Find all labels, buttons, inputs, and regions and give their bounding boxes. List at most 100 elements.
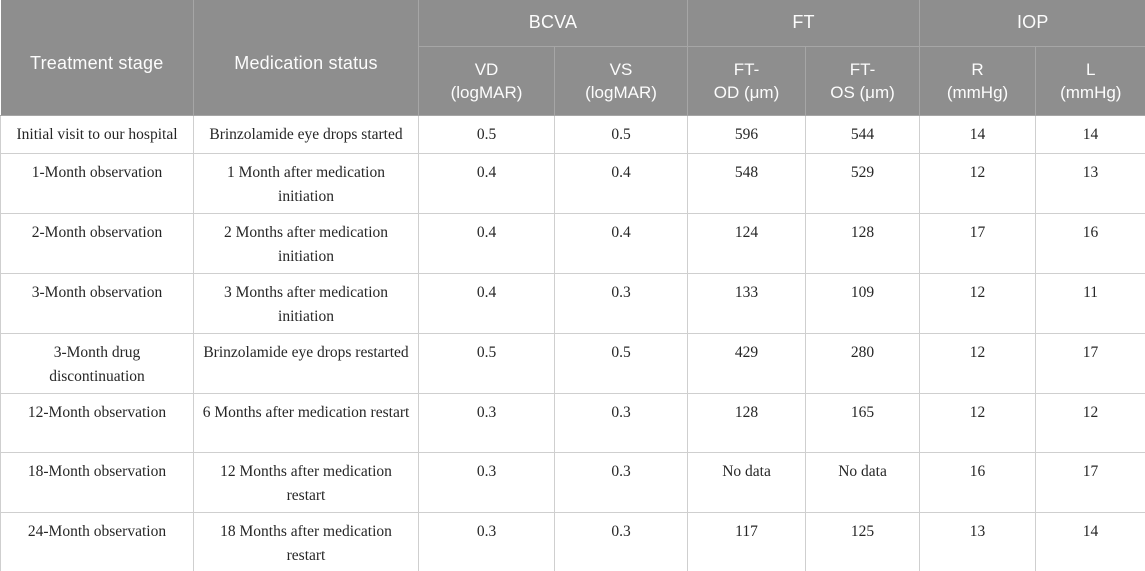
- col-header-vd-line1: VD: [474, 59, 499, 79]
- cell-bcva-vs: 0.3: [553, 451, 689, 513]
- cell-iop-r: 17: [919, 212, 1037, 274]
- col-group-iop: IOP: [919, 0, 1145, 47]
- cell-iop-l: 14: [1035, 114, 1145, 154]
- cell-iop-r: 12: [919, 272, 1037, 334]
- cell-bcva-vd: 0.3: [418, 451, 555, 513]
- col-header-iop-r-line2: (mmHg): [946, 82, 1009, 102]
- cell-treatment-stage: 1-Month observation: [0, 152, 194, 214]
- cell-ft-od: No data: [687, 451, 807, 513]
- col-header-iop-l-line1: L: [1086, 59, 1096, 79]
- cell-medication-status: 12 Months after medication restart: [193, 451, 419, 513]
- cell-iop-l: 13: [1035, 152, 1145, 214]
- cell-ft-os: No data: [805, 451, 921, 513]
- cell-bcva-vd: 0.4: [418, 152, 555, 214]
- col-header-iop-r-line1: R: [971, 59, 984, 79]
- col-header-vd: VD (logMAR): [418, 45, 555, 116]
- cell-treatment-stage: 2-Month observation: [0, 212, 194, 274]
- cell-bcva-vd: 0.4: [418, 212, 555, 274]
- col-header-ft-od-line1: FT-: [733, 59, 760, 79]
- col-header-iop-r: R (mmHg): [919, 45, 1037, 116]
- cell-iop-r: 14: [919, 114, 1037, 154]
- cell-iop-l: 11: [1035, 272, 1145, 334]
- cell-treatment-stage: 24-Month observation: [0, 511, 194, 571]
- cell-ft-os: 128: [805, 212, 921, 274]
- header-sub-row: VD (logMAR) VS (logMAR) FT- OD (μm) FT- …: [1, 45, 1145, 116]
- cell-bcva-vd: 0.4: [418, 272, 555, 334]
- cell-ft-os: 125: [805, 511, 921, 571]
- cell-iop-r: 13: [919, 511, 1037, 571]
- cell-treatment-stage: 18-Month observation: [0, 451, 194, 513]
- table-header: Treatment stage Medication status BCVA F…: [0, 0, 1145, 116]
- cell-treatment-stage: Initial visit to our hospital: [0, 114, 194, 154]
- cell-ft-os: 280: [805, 332, 921, 394]
- cell-bcva-vd: 0.5: [418, 114, 555, 154]
- cell-ft-os: 529: [805, 152, 921, 214]
- col-header-ft-os: FT- OS (μm): [805, 45, 921, 116]
- table-row: 3-Month drug discontinuation Brinzolamid…: [0, 332, 1145, 394]
- cell-treatment-stage: 3-Month drug discontinuation: [0, 332, 194, 394]
- col-header-treatment-stage: Treatment stage: [0, 0, 194, 116]
- cell-ft-od: 596: [687, 114, 807, 154]
- cell-ft-od: 128: [687, 392, 807, 453]
- cell-ft-od: 117: [687, 511, 807, 571]
- cell-treatment-stage: 3-Month observation: [0, 272, 194, 334]
- table-row: 1-Month observation 1 Month after medica…: [0, 152, 1145, 214]
- col-group-bcva: BCVA: [417, 0, 689, 47]
- cell-bcva-vd: 0.5: [418, 332, 555, 394]
- cell-medication-status: 1 Month after medication initiation: [193, 152, 419, 214]
- table-row: 12-Month observation 6 Months after medi…: [0, 392, 1145, 453]
- cell-medication-status: 2 Months after medication initiation: [193, 212, 419, 274]
- table-row: 18-Month observation 12 Months after med…: [0, 451, 1145, 513]
- cell-ft-os: 165: [805, 392, 921, 453]
- cell-ft-os: 109: [805, 272, 921, 334]
- table-row: 24-Month observation 18 Months after med…: [0, 511, 1145, 571]
- cell-medication-status: 18 Months after medication restart: [193, 511, 419, 571]
- cell-medication-status: Brinzolamide eye drops started: [193, 114, 419, 154]
- header-group-row: Treatment stage Medication status BCVA F…: [0, 0, 1145, 116]
- cell-iop-r: 16: [919, 451, 1037, 513]
- cell-iop-l: 12: [1035, 392, 1145, 453]
- col-group-ft: FT: [687, 0, 921, 47]
- cell-medication-status: Brinzolamide eye drops restarted: [193, 332, 419, 394]
- col-header-ft-os-line2: OS (μm): [830, 82, 895, 102]
- cell-ft-od: 124: [687, 212, 807, 274]
- cell-treatment-stage: 12-Month observation: [0, 392, 194, 453]
- col-header-vs: VS (logMAR): [553, 45, 689, 116]
- col-header-ft-od-line2: OD (μm): [713, 82, 780, 102]
- table-row: 3-Month observation 3 Months after medic…: [0, 272, 1145, 334]
- table-row: Initial visit to our hospital Brinzolami…: [0, 114, 1145, 154]
- table-row: 2-Month observation 2 Months after medic…: [0, 212, 1145, 274]
- cell-medication-status: 6 Months after medication restart: [193, 392, 419, 453]
- col-header-iop-l-line2: (mmHg): [1060, 82, 1122, 102]
- cell-ft-od: 429: [687, 332, 807, 394]
- cell-iop-l: 16: [1035, 212, 1145, 274]
- cell-medication-status: 3 Months after medication initiation: [193, 272, 419, 334]
- col-header-vd-line2: (logMAR): [450, 82, 523, 102]
- cell-ft-os: 544: [805, 114, 921, 154]
- cell-bcva-vs: 0.4: [553, 212, 689, 274]
- col-header-vs-line1: VS: [609, 59, 633, 79]
- cell-bcva-vs: 0.3: [553, 392, 689, 453]
- cell-ft-od: 548: [687, 152, 807, 214]
- cell-bcva-vs: 0.5: [553, 114, 689, 154]
- cell-bcva-vd: 0.3: [418, 392, 555, 453]
- cell-bcva-vs: 0.3: [553, 511, 689, 571]
- col-header-iop-l: L (mmHg): [1035, 45, 1145, 116]
- col-header-vs-line2: (logMAR): [585, 82, 657, 102]
- col-header-medication-status: Medication status: [193, 0, 419, 116]
- cell-bcva-vs: 0.5: [553, 332, 689, 394]
- cell-iop-r: 12: [919, 332, 1037, 394]
- cell-iop-l: 17: [1035, 332, 1145, 394]
- cell-iop-l: 14: [1035, 511, 1145, 571]
- cell-bcva-vs: 0.4: [553, 152, 689, 214]
- cell-iop-r: 12: [919, 152, 1037, 214]
- cell-iop-r: 12: [919, 392, 1037, 453]
- cell-iop-l: 17: [1035, 451, 1145, 513]
- cell-bcva-vs: 0.3: [553, 272, 689, 334]
- col-header-ft-od: FT- OD (μm): [687, 45, 807, 116]
- cell-ft-od: 133: [687, 272, 807, 334]
- col-header-ft-os-line1: FT-: [849, 59, 876, 79]
- table-body: Initial visit to our hospital Brinzolami…: [0, 114, 1145, 571]
